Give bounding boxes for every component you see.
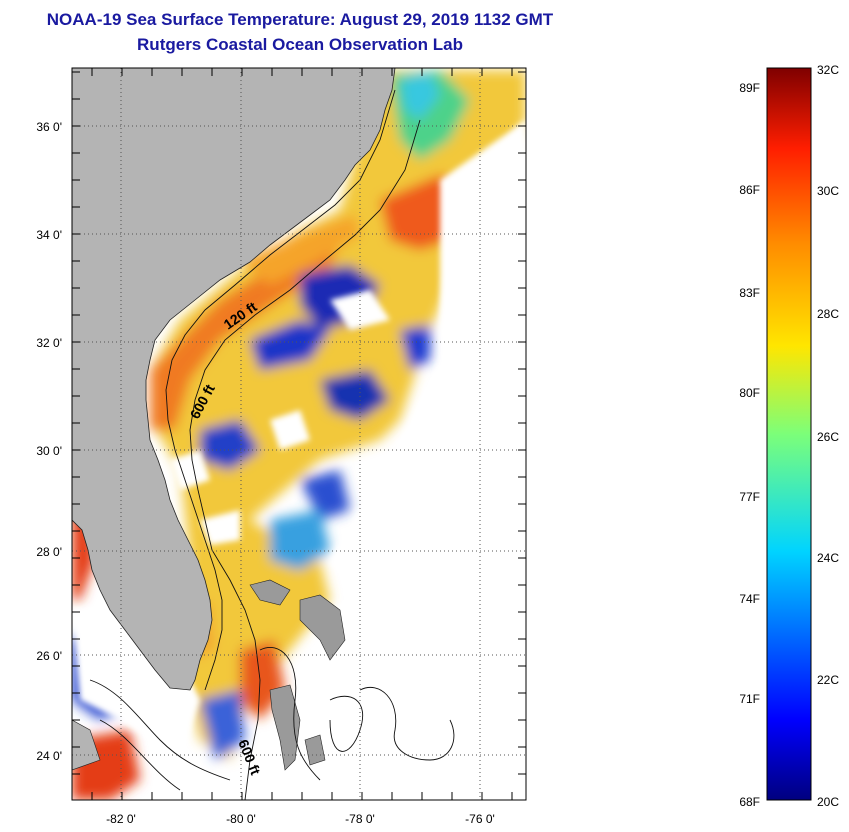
map-frame <box>71 67 527 801</box>
map-title: NOAA-19 Sea Surface Temperature: August … <box>46 10 554 29</box>
lat-label: 30 0' <box>36 444 62 458</box>
land-bahamas <box>249 579 346 771</box>
lat-label: 34 0' <box>36 228 62 242</box>
lat-label: 36 0' <box>36 120 62 134</box>
lat-label: 26 0' <box>36 649 62 663</box>
latitude-labels: 36 0' 34 0' 32 0' 30 0' 28 0' 26 0' 24 0… <box>36 120 62 763</box>
land-us <box>72 68 396 691</box>
cloud-mask <box>72 120 526 800</box>
lat-label: 32 0' <box>36 336 62 350</box>
lon-label: -76 0' <box>465 812 495 826</box>
lat-label: 28 0' <box>36 545 62 559</box>
lat-label: 24 0' <box>36 749 62 763</box>
lon-label: -82 0' <box>106 812 136 826</box>
frame-ticks <box>72 68 526 800</box>
map-subtitle: Rutgers Coastal Ocean Observation Lab <box>137 35 463 54</box>
isobath-contours <box>89 89 455 800</box>
map-field <box>72 68 526 800</box>
land-cuba <box>72 719 101 771</box>
longitude-labels: -82 0' -80 0' -78 0' -76 0' <box>106 812 495 826</box>
lon-label: -80 0' <box>226 812 256 826</box>
lon-label: -78 0' <box>345 812 375 826</box>
